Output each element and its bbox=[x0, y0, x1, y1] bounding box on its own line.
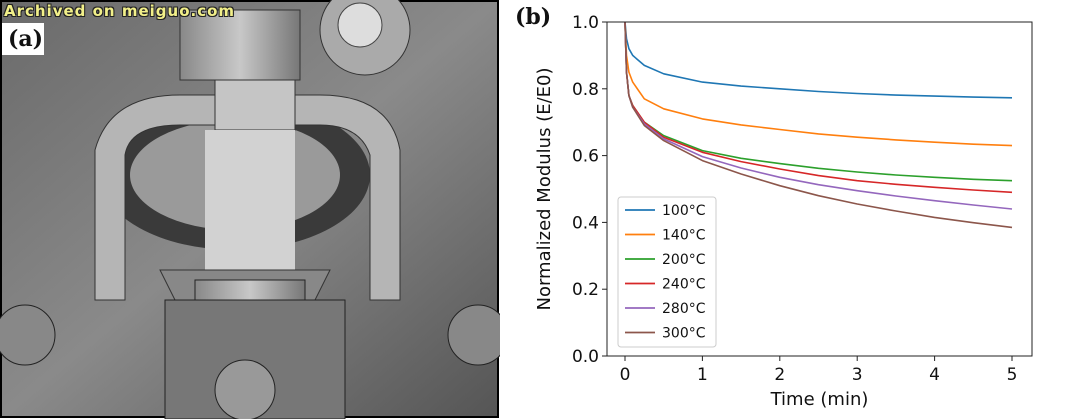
series-line-100°C bbox=[624, 21, 1013, 99]
panel-b-label: (b) bbox=[515, 4, 552, 30]
legend-label: 200°C bbox=[662, 252, 706, 268]
series-line-200°C bbox=[624, 21, 1013, 182]
legend: 100°C 140°C 200°C 240°C 280°C 300°C bbox=[617, 196, 717, 348]
y-tick-label: 0.6 bbox=[572, 147, 599, 167]
legend-label: 240°C bbox=[662, 277, 706, 293]
legend-label: 280°C bbox=[662, 301, 706, 317]
y-tick-label: 0.8 bbox=[572, 80, 599, 100]
y-tick-label: 0.0 bbox=[572, 347, 599, 367]
x-tick-label: 5 bbox=[1007, 365, 1018, 385]
panel-a-label: (a) bbox=[8, 26, 44, 52]
y-axis-label: Normalized Modulus (E/E0) bbox=[534, 68, 555, 311]
x-tick-label: 0 bbox=[620, 365, 631, 385]
tensile-test-photo: (a) Archived on meiguo.com bbox=[0, 0, 500, 419]
y-tick-label: 0.2 bbox=[572, 280, 599, 300]
y-tick-label: 1.0 bbox=[572, 13, 599, 33]
watermark: Archived on meiguo.com bbox=[4, 2, 236, 20]
plot-frame bbox=[606, 21, 1033, 357]
x-tick-label: 1 bbox=[697, 365, 708, 385]
modulus-chart: 0 1 2 3 4 5 0.0 0.2 0.4 0.6 0.8 1.0 100°C 140°C 200°C… bbox=[534, 13, 1033, 410]
series-line-280°C bbox=[624, 21, 1013, 210]
series-line-140°C bbox=[624, 21, 1013, 147]
x-tick-label: 3 bbox=[852, 365, 863, 385]
legend-label: 300°C bbox=[662, 326, 706, 342]
series-line-300°C bbox=[624, 21, 1013, 229]
x-tick-label: 4 bbox=[929, 365, 940, 385]
x-axis-label: Time (min) bbox=[770, 389, 869, 410]
legend-label: 140°C bbox=[662, 228, 706, 244]
series-line-240°C bbox=[624, 21, 1013, 194]
x-tick-label: 2 bbox=[774, 365, 785, 385]
y-tick-label: 0.4 bbox=[572, 213, 599, 233]
legend-label: 100°C bbox=[662, 203, 706, 219]
legend-box bbox=[617, 196, 717, 348]
